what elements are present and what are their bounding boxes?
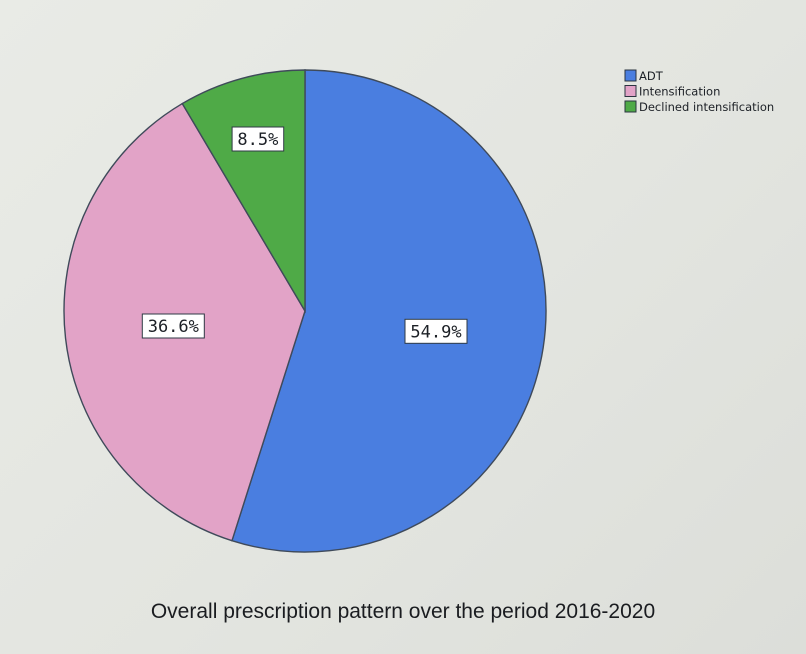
pie-slice-adt [231,69,547,553]
legend-swatch [624,100,637,113]
legend-swatch [624,85,637,97]
pie-data-labels: 54.9% 36.6% 8.5% [141,126,468,344]
data-label-box [141,313,205,339]
data-label-declined-intensification: 8.5% [231,126,285,152]
legend-label: Declined intensification [639,100,774,114]
data-label-text: 36.6% [148,317,199,337]
data-label-text: 54.9% [410,322,461,342]
legend-item-adt: ADT [624,69,664,83]
data-label-intensification: 36.6% [141,313,205,339]
data-label-box [231,126,285,152]
data-label-text: 8.5% [237,130,278,150]
legend-item-declined-intensification: Declined intensification [624,100,774,114]
legend-swatch [624,69,637,82]
legend-label: ADT [639,69,664,83]
legend-item-intensification: Intensification [624,85,720,99]
legend-label: Intensification [639,85,720,99]
data-label-box [404,318,468,344]
pie-slices [63,69,547,553]
chart-caption: Overall prescription pattern over the pe… [150,600,656,623]
data-label-adt: 54.9% [404,318,468,344]
